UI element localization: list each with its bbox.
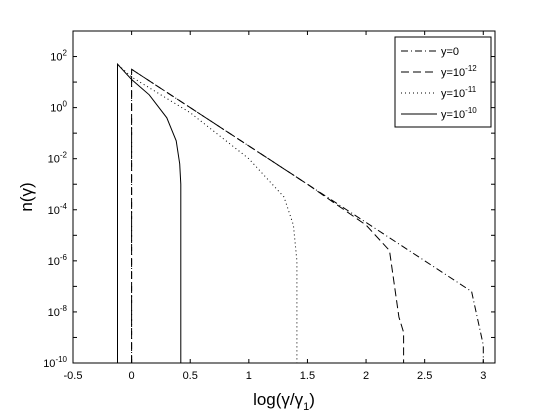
x-tick-label: 0.5: [183, 370, 198, 382]
y-tick-label: 102: [50, 49, 67, 64]
series-line: [131, 68, 405, 363]
y-axis-ticks: 102 100 10-2 10-4 10-6 10-8 10-10: [43, 30, 495, 370]
legend-entry: y=0: [441, 46, 459, 58]
legend-entry: y=10-11: [441, 85, 477, 100]
x-tick-label: 3: [480, 370, 486, 382]
x-tick-label: 1: [246, 370, 252, 382]
series-layer: [117, 62, 484, 363]
x-tick-label: 0: [129, 370, 135, 382]
x-tick-label: 2.5: [417, 370, 432, 382]
x-axis-ticks: -0.5 0 0.5 1 1.5 2 2.5 3: [64, 31, 486, 382]
y-tick-label: 10-4: [48, 202, 68, 217]
y-tick-label: 10-2: [48, 151, 68, 166]
legend: y=0 y=10-12 y=10-11 y=10-10: [394, 36, 492, 128]
x-axis-label: log(γ/γ1): [253, 390, 315, 413]
y-tick-label: 100: [50, 100, 67, 115]
y-axis-label: n(γ): [17, 182, 36, 211]
x-tick-label: 2: [363, 370, 369, 382]
series-line: [117, 63, 298, 363]
x-tick-label: 1.5: [300, 370, 315, 382]
legend-entry: y=10-10: [441, 106, 477, 121]
legend-entry: y=10-12: [441, 64, 477, 79]
y-tick-label: 10-6: [48, 253, 68, 268]
legend-box: [394, 36, 492, 128]
x-tick-label: -0.5: [64, 370, 83, 382]
y-tick-label: 10-10: [43, 355, 67, 370]
series-line: [117, 62, 182, 363]
y-tick-label: 10-8: [48, 304, 68, 319]
